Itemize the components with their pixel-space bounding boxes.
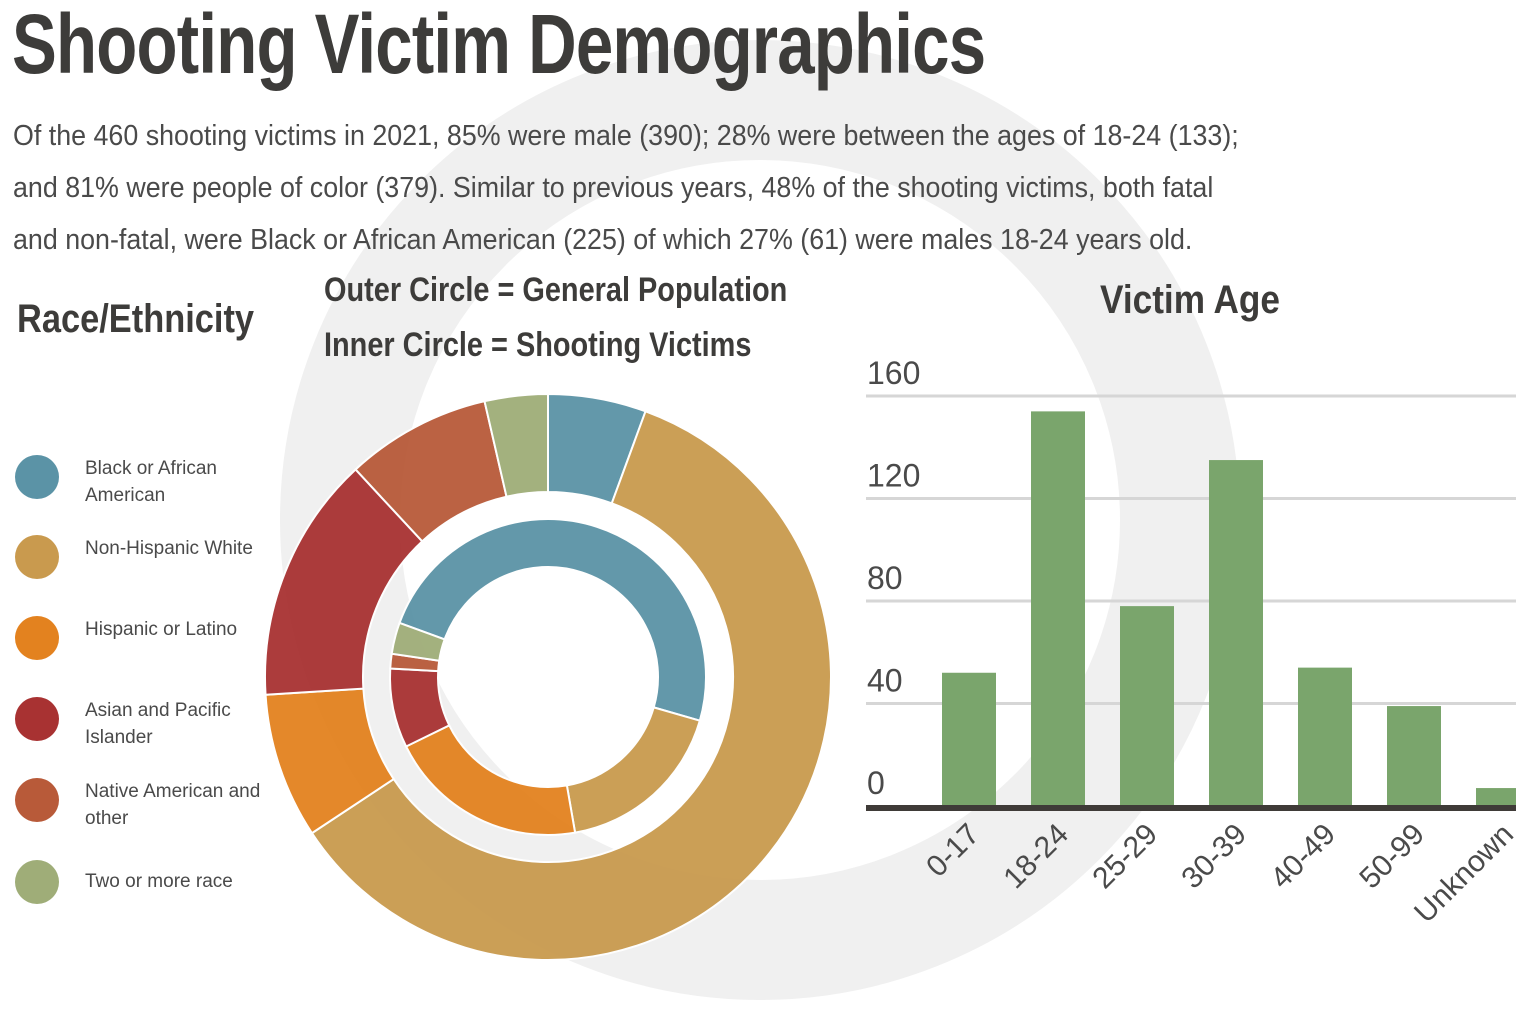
x-tick-label: 25-29: [1086, 818, 1164, 896]
legend-item: Non-Hispanic White: [15, 535, 265, 595]
inner-circle-note: Inner Circle = Shooting Victims: [324, 326, 752, 364]
legend-swatch: [15, 860, 59, 904]
legend-item: Hispanic or Latino: [15, 616, 265, 676]
y-tick-label: 120: [867, 458, 920, 494]
x-tick-label: 40-49: [1264, 818, 1342, 896]
legend-label: Native American and other: [85, 781, 261, 829]
legend-swatch: [15, 697, 59, 741]
bar-18-24: [1031, 411, 1085, 806]
legend-swatch: [15, 616, 59, 660]
y-tick-label: 160: [867, 355, 920, 391]
bar-50-99: [1387, 706, 1441, 806]
legend-label: Hispanic or Latino: [85, 619, 238, 640]
y-tick-label: 0: [867, 765, 885, 801]
outer-slice-two-or-more-race: [483, 392, 549, 498]
summary-line-3: and non-fatal, were Black or African Ame…: [13, 224, 1193, 256]
inner-slice-black-or-african-american: [398, 518, 707, 722]
x-tick-label: 30-39: [1175, 818, 1253, 896]
bar-25-29: [1120, 606, 1174, 806]
legend-item: Black or African American: [15, 455, 265, 515]
outer-circle-note: Outer Circle = General Population: [324, 271, 788, 309]
bar-unknown: [1476, 788, 1516, 806]
legend-swatch: [15, 535, 59, 579]
legend-label: Non-Hispanic White: [85, 538, 253, 559]
x-tick-label: 18-24: [997, 818, 1075, 896]
x-tick-label: 50-99: [1353, 818, 1431, 896]
y-tick-label: 40: [867, 663, 903, 699]
legend-item: Native American and other: [15, 778, 265, 838]
summary-line-1: Of the 460 shooting victims in 2021, 85%…: [13, 120, 1239, 152]
legend-label: Asian and Pacific Islander: [85, 700, 231, 748]
outer-slice-non-hispanic-white: [310, 410, 832, 961]
race-chart-title: Race/Ethnicity: [17, 297, 255, 341]
inner-slice-two-or-more-race: [390, 621, 446, 662]
legend-label: Black or African American: [85, 458, 217, 506]
summary-line-2: and 81% were people of color (379). Simi…: [13, 172, 1214, 204]
y-tick-label: 80: [867, 560, 903, 596]
legend-swatch: [15, 778, 59, 822]
legend-item: Asian and Pacific Islander: [15, 697, 265, 757]
legend-item: Two or more race: [15, 860, 265, 920]
x-tick-label: 0-17: [920, 818, 986, 884]
page-title: Shooting Victim Demographics: [12, 0, 986, 91]
legend-label: Two or more race: [85, 871, 233, 892]
age-chart-title: Victim Age: [1100, 278, 1280, 322]
legend-swatch: [15, 455, 59, 499]
bar-40-49: [1298, 667, 1352, 806]
bar-30-39: [1209, 460, 1263, 806]
bar-0-17: [942, 672, 996, 806]
